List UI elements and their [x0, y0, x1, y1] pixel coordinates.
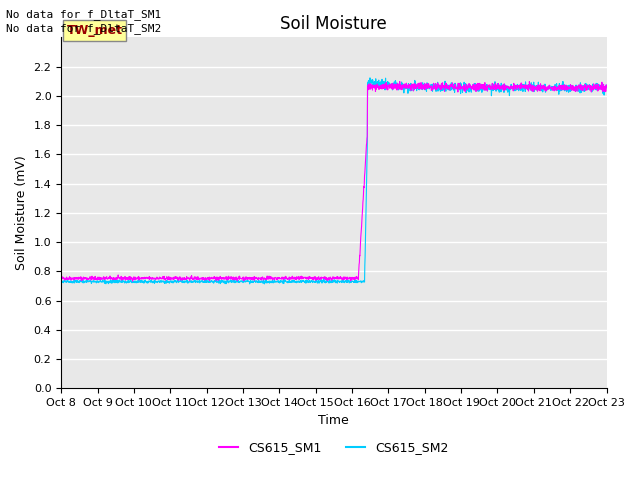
- CS615_SM2: [85, 279, 93, 285]
- CS615_SM2: [603, 84, 611, 89]
- CS615_SM1: [603, 84, 611, 90]
- CS615_SM1: [85, 276, 93, 282]
- Legend: CS615_SM1, CS615_SM2: CS615_SM1, CS615_SM2: [214, 436, 454, 459]
- CS615_SM2: [366, 75, 374, 81]
- CS615_SM2: [260, 281, 268, 287]
- CS615_SM1: [487, 85, 495, 91]
- X-axis label: Time: Time: [319, 414, 349, 427]
- Line: CS615_SM1: CS615_SM1: [61, 82, 607, 281]
- CS615_SM2: [487, 84, 495, 90]
- Y-axis label: Soil Moisture (mV): Soil Moisture (mV): [15, 156, 28, 270]
- CS615_SM1: [58, 275, 65, 281]
- CS615_SM1: [588, 89, 595, 95]
- CS615_SM2: [58, 279, 65, 285]
- CS615_SM1: [129, 278, 136, 284]
- CS615_SM2: [587, 87, 595, 93]
- CS615_SM1: [323, 276, 330, 282]
- CS615_SM2: [323, 278, 330, 284]
- Title: Soil Moisture: Soil Moisture: [280, 15, 387, 33]
- Line: CS615_SM2: CS615_SM2: [61, 78, 607, 284]
- Text: No data for f_DltaT_SM1: No data for f_DltaT_SM1: [6, 9, 162, 20]
- Text: TW_met: TW_met: [67, 24, 123, 37]
- CS615_SM1: [396, 79, 404, 84]
- CS615_SM2: [308, 278, 316, 284]
- CS615_SM1: [587, 86, 595, 92]
- CS615_SM2: [588, 84, 595, 89]
- Text: No data for f_DltaT_SM2: No data for f_DltaT_SM2: [6, 23, 162, 34]
- CS615_SM1: [308, 275, 316, 280]
